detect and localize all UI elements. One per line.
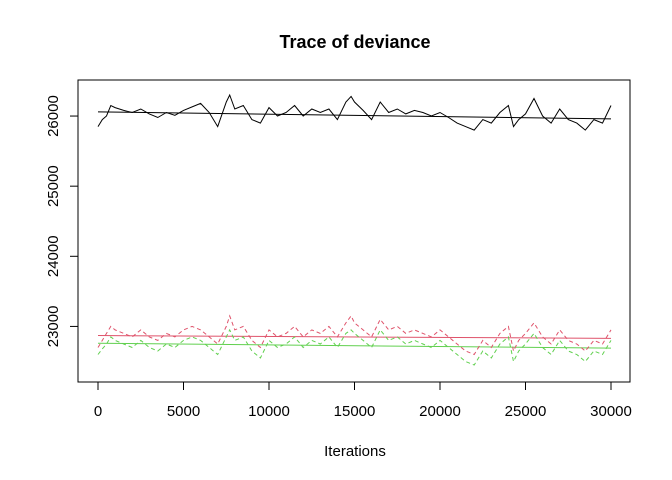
x-tick-label: 15000 <box>334 403 376 420</box>
x-tick-label: 5000 <box>167 403 200 420</box>
x-axis-label: Iterations <box>324 443 386 460</box>
y-tick-label: 23000 <box>45 306 62 348</box>
mean-line-3 <box>97 342 612 349</box>
y-tick-label: 25000 <box>45 165 62 207</box>
x-axis: 0 5000 10000 15000 20000 25000 30000 <box>94 381 632 420</box>
trace-line-3 <box>97 328 612 366</box>
mean-lines <box>97 111 612 349</box>
mean-line-1 <box>97 111 612 120</box>
y-tick-label: 26000 <box>45 95 62 137</box>
x-tick-label: 30000 <box>590 403 632 420</box>
chart-title: Trace of deviance <box>279 32 430 52</box>
x-tick-label: 0 <box>94 403 102 420</box>
x-tick-label: 10000 <box>248 403 290 420</box>
mean-line-2 <box>97 335 612 339</box>
trace-line-1 <box>97 93 612 131</box>
x-tick-label: 20000 <box>419 403 461 420</box>
y-axis: 23000 24000 25000 26000 <box>45 95 79 348</box>
trace-line-2 <box>97 314 612 356</box>
x-tick-label: 25000 <box>505 403 547 420</box>
y-tick-label: 24000 <box>45 235 62 277</box>
trace-series <box>97 93 612 366</box>
